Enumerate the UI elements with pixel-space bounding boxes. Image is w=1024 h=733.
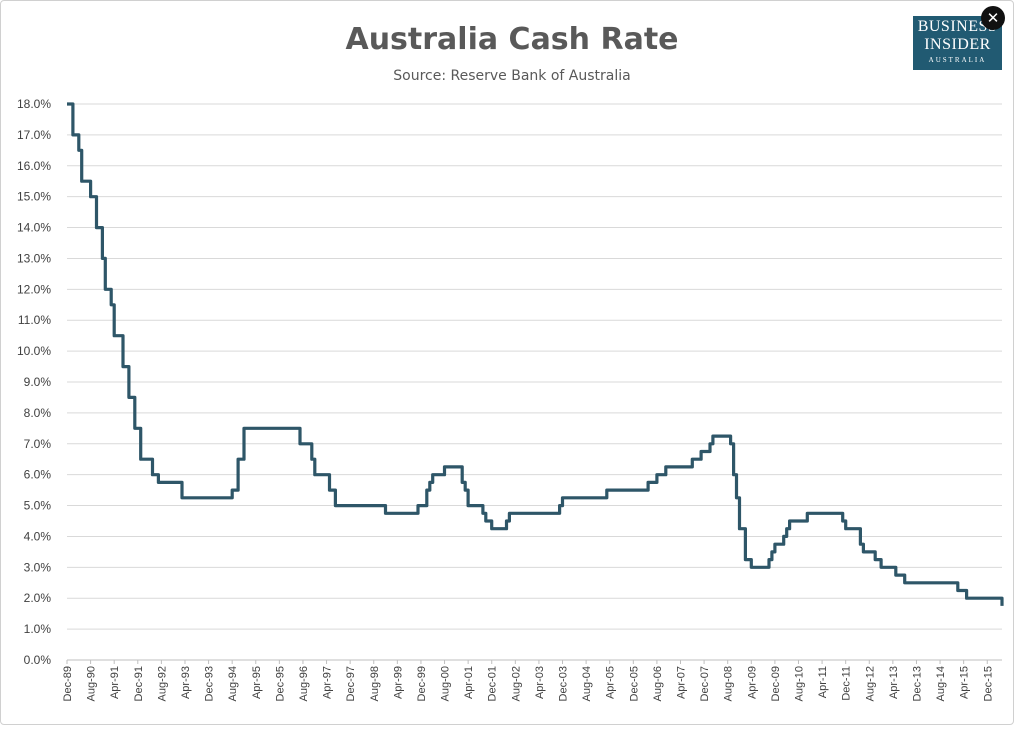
y-tick-label: 9.0% bbox=[24, 375, 52, 389]
y-tick-label: 7.0% bbox=[24, 437, 52, 451]
y-tick-label: 15.0% bbox=[17, 190, 51, 204]
close-icon: ✕ bbox=[986, 9, 1000, 27]
x-tick-label: Aug-12 bbox=[864, 666, 876, 701]
x-tick-label: Apr-07 bbox=[676, 666, 688, 699]
x-tick-label: Dec-97 bbox=[345, 666, 357, 701]
x-tick-label: Aug-14 bbox=[935, 666, 947, 701]
x-tick-label: Aug-00 bbox=[440, 666, 452, 701]
chart-subtitle: Source: Reserve Bank of Australia bbox=[393, 68, 631, 84]
x-tick-label: Apr-97 bbox=[322, 666, 334, 699]
y-tick-label: 6.0% bbox=[24, 468, 52, 482]
x-tick-label: Apr-99 bbox=[392, 666, 404, 699]
y-axis-ticks: 0.0% 1.0% 2.0% 3.0% 4.0% 5.0% 6.0% 7.0% 8.0% 9.0%… bbox=[17, 97, 51, 667]
x-axis-ticks: Dec-89 Aug-90 Apr-91 Dec-91 Aug-92 Apr-93 Dec-… bbox=[62, 660, 994, 701]
x-tick-label: Apr-91 bbox=[109, 666, 121, 699]
x-tick-label: Dec-09 bbox=[770, 666, 782, 701]
grid-lines bbox=[67, 103, 1002, 630]
y-tick-label: 13.0% bbox=[17, 251, 51, 265]
x-tick-label: Apr-03 bbox=[534, 666, 546, 699]
x-tick-label: Dec-95 bbox=[274, 666, 286, 701]
x-tick-label: Apr-01 bbox=[463, 666, 475, 699]
x-tick-label: Apr-95 bbox=[251, 666, 263, 699]
y-tick-label: 14.0% bbox=[17, 221, 51, 235]
x-tick-label: Apr-15 bbox=[959, 666, 971, 699]
x-tick-label: Dec-05 bbox=[628, 666, 640, 701]
x-tick-label: Dec-11 bbox=[841, 666, 853, 701]
x-tick-label: Apr-13 bbox=[888, 666, 900, 699]
x-tick-label: Dec-03 bbox=[558, 666, 570, 701]
y-tick-label: 2.0% bbox=[24, 591, 52, 605]
x-tick-label: Dec-13 bbox=[911, 666, 923, 701]
y-tick-label: 0.0% bbox=[24, 653, 52, 667]
x-tick-label: Aug-02 bbox=[510, 666, 522, 701]
y-tick-label: 8.0% bbox=[24, 406, 52, 420]
x-tick-label: Dec-01 bbox=[487, 666, 499, 701]
y-tick-label: 12.0% bbox=[17, 282, 51, 296]
x-tick-label: Aug-96 bbox=[298, 666, 310, 701]
x-tick-label: Aug-08 bbox=[723, 666, 735, 701]
y-tick-label: 11.0% bbox=[18, 313, 51, 327]
series-line-cash-rate bbox=[67, 102, 1004, 606]
x-tick-label: Dec-91 bbox=[133, 666, 145, 701]
x-tick-label: Aug-94 bbox=[227, 666, 239, 701]
x-tick-label: Apr-93 bbox=[180, 666, 192, 699]
y-tick-label: 16.0% bbox=[17, 159, 51, 173]
logo-line-3: AUSTRALIA bbox=[928, 56, 987, 64]
y-tick-label: 17.0% bbox=[17, 128, 51, 142]
y-tick-label: 3.0% bbox=[24, 560, 52, 574]
x-tick-label: Apr-11 bbox=[817, 666, 829, 698]
x-tick-label: Dec-89 bbox=[62, 666, 74, 701]
close-button[interactable]: ✕ bbox=[981, 6, 1005, 30]
x-tick-label: Aug-90 bbox=[86, 666, 98, 701]
x-tick-label: Dec-15 bbox=[982, 666, 994, 701]
x-tick-label: Apr-05 bbox=[605, 666, 617, 699]
x-tick-label: Aug-98 bbox=[369, 666, 381, 701]
x-tick-label: Apr-09 bbox=[746, 666, 758, 699]
chart-frame bbox=[0, 0, 1014, 725]
chart-title: Australia Cash Rate bbox=[345, 22, 679, 57]
logo-line-1: BUSINESS bbox=[917, 18, 998, 35]
logo-line-2: INSIDER bbox=[924, 36, 991, 53]
x-tick-label: Aug-04 bbox=[581, 666, 593, 701]
x-tick-label: Aug-10 bbox=[793, 666, 805, 701]
x-tick-label: Aug-06 bbox=[652, 666, 664, 701]
y-tick-label: 10.0% bbox=[17, 344, 51, 358]
y-tick-label: 4.0% bbox=[24, 529, 52, 543]
y-tick-label: 18.0% bbox=[17, 97, 51, 111]
x-tick-label: Dec-93 bbox=[204, 666, 216, 701]
y-tick-label: 1.0% bbox=[24, 622, 52, 636]
x-tick-label: Aug-92 bbox=[156, 666, 168, 701]
x-tick-label: Dec-99 bbox=[416, 666, 428, 701]
y-tick-label: 5.0% bbox=[24, 499, 52, 513]
x-tick-label: Dec-07 bbox=[699, 666, 711, 701]
